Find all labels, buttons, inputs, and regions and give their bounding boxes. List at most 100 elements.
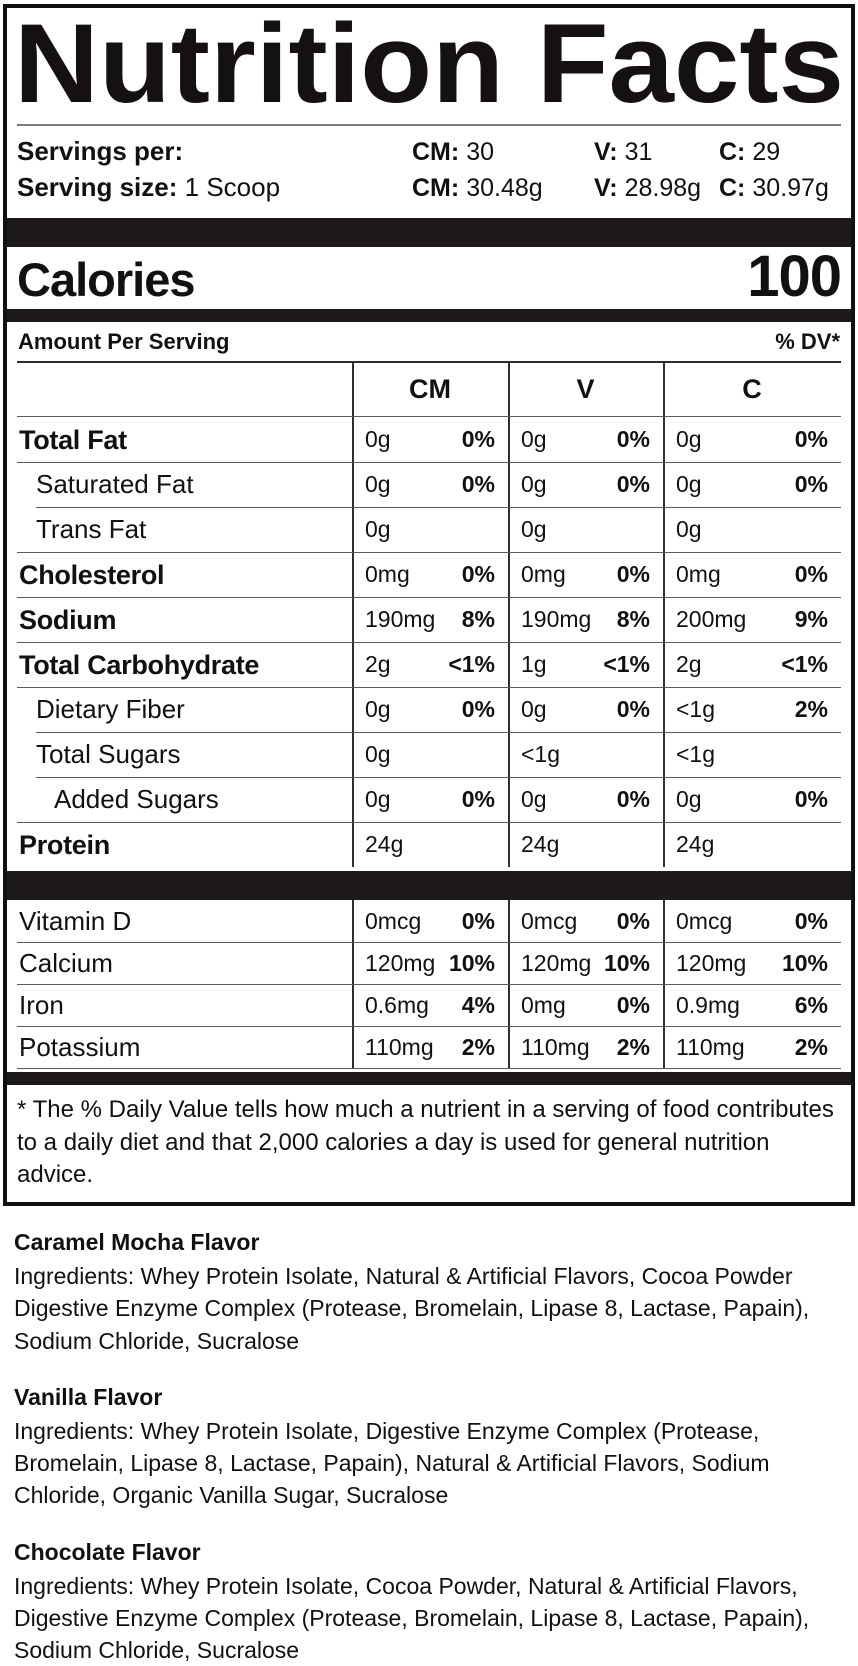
percent-dv-label: % DV* — [775, 329, 840, 355]
cell-v: 24g — [508, 822, 663, 868]
serving-size-v: V: 28.98g — [594, 174, 719, 203]
separator-bar-thick — [7, 218, 851, 247]
cell-cm: 0.6mg 4% — [352, 984, 508, 1027]
amount-per-serving-label: Amount Per Serving — [18, 329, 230, 355]
amount-value: 2g — [676, 651, 702, 678]
daily-value-percent: 9% — [794, 606, 828, 633]
cell-cm: 0g — [352, 507, 508, 553]
nutrient-label: Added Sugars — [54, 784, 219, 815]
amount-value: 120mg — [676, 949, 747, 976]
amount-value: 0g — [521, 516, 547, 543]
cell-v: 0g — [508, 507, 663, 553]
micronutrient-table: Vitamin D 0mcg 0% 0mcg 0% 0mcg 0% Calcium 1… — [17, 900, 841, 1070]
empty-header-cell — [17, 363, 352, 416]
amount-value: 0mg — [676, 561, 721, 588]
flavor-chocolate-flavor: Chocolate Flavor Ingredients: Whey Prote… — [14, 1536, 846, 1666]
flavor-caramel-mocha-flavor: Caramel Mocha Flavor Ingredients: Whey P… — [14, 1226, 846, 1357]
amount-value: 0g — [521, 471, 547, 498]
cell-c: 0g 0% — [663, 777, 841, 823]
amount-value: 190mg — [365, 606, 436, 633]
daily-value-percent: 2% — [794, 1033, 828, 1060]
daily-value-percent: 0% — [794, 471, 828, 498]
column-header-c: C — [663, 363, 841, 417]
serving-size-row: Serving size: 1 Scoop CM: 30.48g V: 28.98g… — [17, 172, 841, 208]
flavor-name: Vanilla Flavor — [14, 1383, 163, 1410]
cell-cm: 0mg 0% — [352, 552, 508, 598]
amount-value: 0mcg — [365, 907, 422, 934]
daily-value-percent: 0% — [461, 471, 495, 498]
row-dietary-fiber: Dietary Fiber 0g 0% 0g 0% <1g 2% — [17, 687, 841, 733]
amount-value: 200mg — [676, 606, 747, 633]
servings-per-c: C: 29 — [719, 138, 841, 167]
amount-value: 0g — [521, 786, 547, 813]
cell-c: 0g 0% — [663, 462, 841, 508]
serving-size-label: Serving size: 1 Scoop — [17, 172, 412, 203]
daily-value-percent: 0% — [461, 786, 495, 813]
daily-value-percent: 2% — [461, 1033, 495, 1060]
nutrient-label: Saturated Fat — [36, 469, 194, 500]
nutrient-label: Total Sugars — [36, 739, 181, 770]
nutrient-label: Calcium — [19, 947, 113, 978]
nutrient-label: Total Carbohydrate — [19, 649, 260, 680]
nutrient-label: Protein — [19, 829, 110, 860]
cm-value: 30 — [466, 138, 495, 166]
daily-value-percent: 0% — [461, 907, 495, 934]
c-prefix: C: — [719, 138, 746, 166]
amount-value: 0g — [365, 516, 391, 543]
row-total-carbohydrate: Total Carbohydrate 2g <1% 1g <1% 2g <1% — [17, 642, 841, 688]
flavor-vanilla-flavor: Vanilla Flavor Ingredients: Whey Protein… — [14, 1381, 846, 1512]
nutrient-rows: Total Fat 0g 0% 0g 0% 0g 0% Saturated Fat 0… — [17, 417, 841, 868]
cell-cm: 0g 0% — [352, 687, 508, 733]
cell-c: <1g 2% — [663, 687, 841, 733]
daily-value-percent: 0% — [461, 426, 495, 453]
nutrition-facts-title: Nutrition Facts — [17, 14, 843, 116]
separator-bar-medium — [7, 1072, 851, 1086]
amount-value: 0.6mg — [365, 991, 429, 1018]
cell-cm: 2g <1% — [352, 642, 508, 688]
cell-v: <1g — [508, 732, 663, 778]
flavor-ingredients-section: Caramel Mocha Flavor Ingredients: Whey P… — [14, 1226, 846, 1666]
daily-value-footnote: * The % Daily Value tells how much a nut… — [17, 1096, 834, 1189]
serving-size-caption: Serving size: — [17, 172, 178, 202]
c-grams: 30.97g — [752, 174, 829, 202]
v-grams: 28.98g — [624, 174, 702, 202]
daily-value-percent: 0% — [616, 786, 650, 813]
daily-value-percent: 0% — [794, 426, 828, 453]
nutrient-label: Potassium — [19, 1031, 141, 1062]
cell-v: 0g 0% — [508, 462, 663, 508]
amount-value: 110mg — [365, 1033, 434, 1060]
nutrition-facts-panel: Nutrition Facts Servings per: CM: 30 V: 31… — [3, 4, 855, 1207]
daily-value-percent: 8% — [616, 606, 650, 633]
separator-bar-medium — [7, 309, 851, 323]
v-prefix: V: — [594, 174, 618, 202]
cell-cm: 0g 0% — [352, 777, 508, 823]
daily-value-percent: 2% — [794, 696, 828, 723]
column-header-row: CM V C — [17, 363, 841, 418]
cm-grams: 30.48g — [466, 174, 543, 202]
daily-value-percent: 0% — [794, 907, 828, 934]
nutrient-label: Iron — [19, 989, 64, 1020]
c-prefix: C: — [719, 174, 746, 202]
column-header-cm: CM — [352, 363, 508, 417]
cell-cm: 0g — [352, 732, 508, 778]
amount-per-serving-row: Amount Per Serving % DV* — [17, 322, 841, 364]
daily-value-percent: 0% — [616, 426, 650, 453]
cell-c: <1g — [663, 732, 841, 778]
flavor-name: Chocolate Flavor — [14, 1538, 201, 1565]
column-header-v: V — [508, 363, 663, 417]
daily-value-percent: 0% — [616, 991, 650, 1018]
row-saturated-fat: Saturated Fat 0g 0% 0g 0% 0g 0% — [17, 462, 841, 508]
amount-value: 24g — [521, 831, 560, 858]
row-vitamin-d: Vitamin D 0mcg 0% 0mcg 0% 0mcg 0% — [17, 900, 841, 943]
cell-cm: 110mg 2% — [352, 1026, 508, 1069]
amount-value: 0g — [365, 696, 391, 723]
serving-size-cm: CM: 30.48g — [412, 174, 594, 203]
title-divider — [17, 124, 841, 126]
serving-size-value: 1 Scoop — [184, 172, 281, 202]
cell-c: 120mg 10% — [663, 942, 841, 985]
v-value: 31 — [624, 138, 653, 166]
row-trans-fat: Trans Fat 0g 0g 0g — [17, 507, 841, 553]
flavor-ingredients: Ingredients: Whey Protein Isolate, Diges… — [14, 1418, 770, 1509]
micronutrient-rows: Vitamin D 0mcg 0% 0mcg 0% 0mcg 0% Calcium 1… — [17, 900, 841, 1070]
amount-value: 110mg — [676, 1033, 745, 1060]
